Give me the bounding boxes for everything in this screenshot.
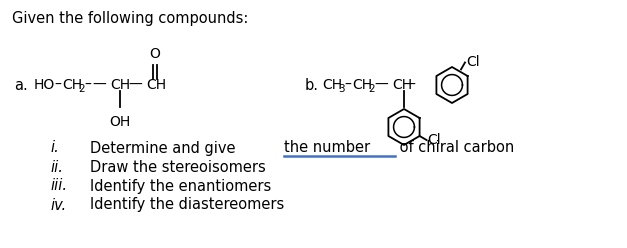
Text: Identify the diastereomers: Identify the diastereomers [90,197,284,213]
Text: i.: i. [50,141,59,155]
Text: a.: a. [14,77,28,93]
Text: CH: CH [62,78,82,92]
Text: O: O [150,47,161,61]
Text: CH: CH [146,78,166,92]
Text: of chiral carbon: of chiral carbon [395,141,514,155]
Text: Cl: Cl [428,133,441,147]
Text: the number: the number [283,141,370,155]
Text: –: – [408,78,415,92]
Text: Determine and give: Determine and give [90,141,240,155]
Text: —: — [92,78,106,92]
Text: —: — [374,78,387,92]
Text: iii.: iii. [50,179,67,193]
Text: CH: CH [110,78,130,92]
Text: Cl: Cl [466,56,480,69]
Text: Identify the enantiomers: Identify the enantiomers [90,179,271,193]
Text: OH: OH [109,115,130,129]
Text: HO: HO [34,78,55,92]
Text: CH: CH [392,78,412,92]
Text: b.: b. [305,77,319,93]
Text: 2: 2 [368,84,374,93]
Text: 3: 3 [338,84,345,93]
Text: CH: CH [322,78,342,92]
Text: iv.: iv. [50,197,66,213]
Text: CH: CH [352,78,372,92]
Text: –: – [54,78,61,92]
Text: 2: 2 [78,84,85,93]
Text: –: – [84,78,91,92]
Text: Given the following compounds:: Given the following compounds: [12,11,248,26]
Text: Draw the stereoisomers: Draw the stereoisomers [90,159,266,175]
Text: —: — [128,78,142,92]
Text: ii.: ii. [50,159,63,175]
Text: –: – [344,78,351,92]
